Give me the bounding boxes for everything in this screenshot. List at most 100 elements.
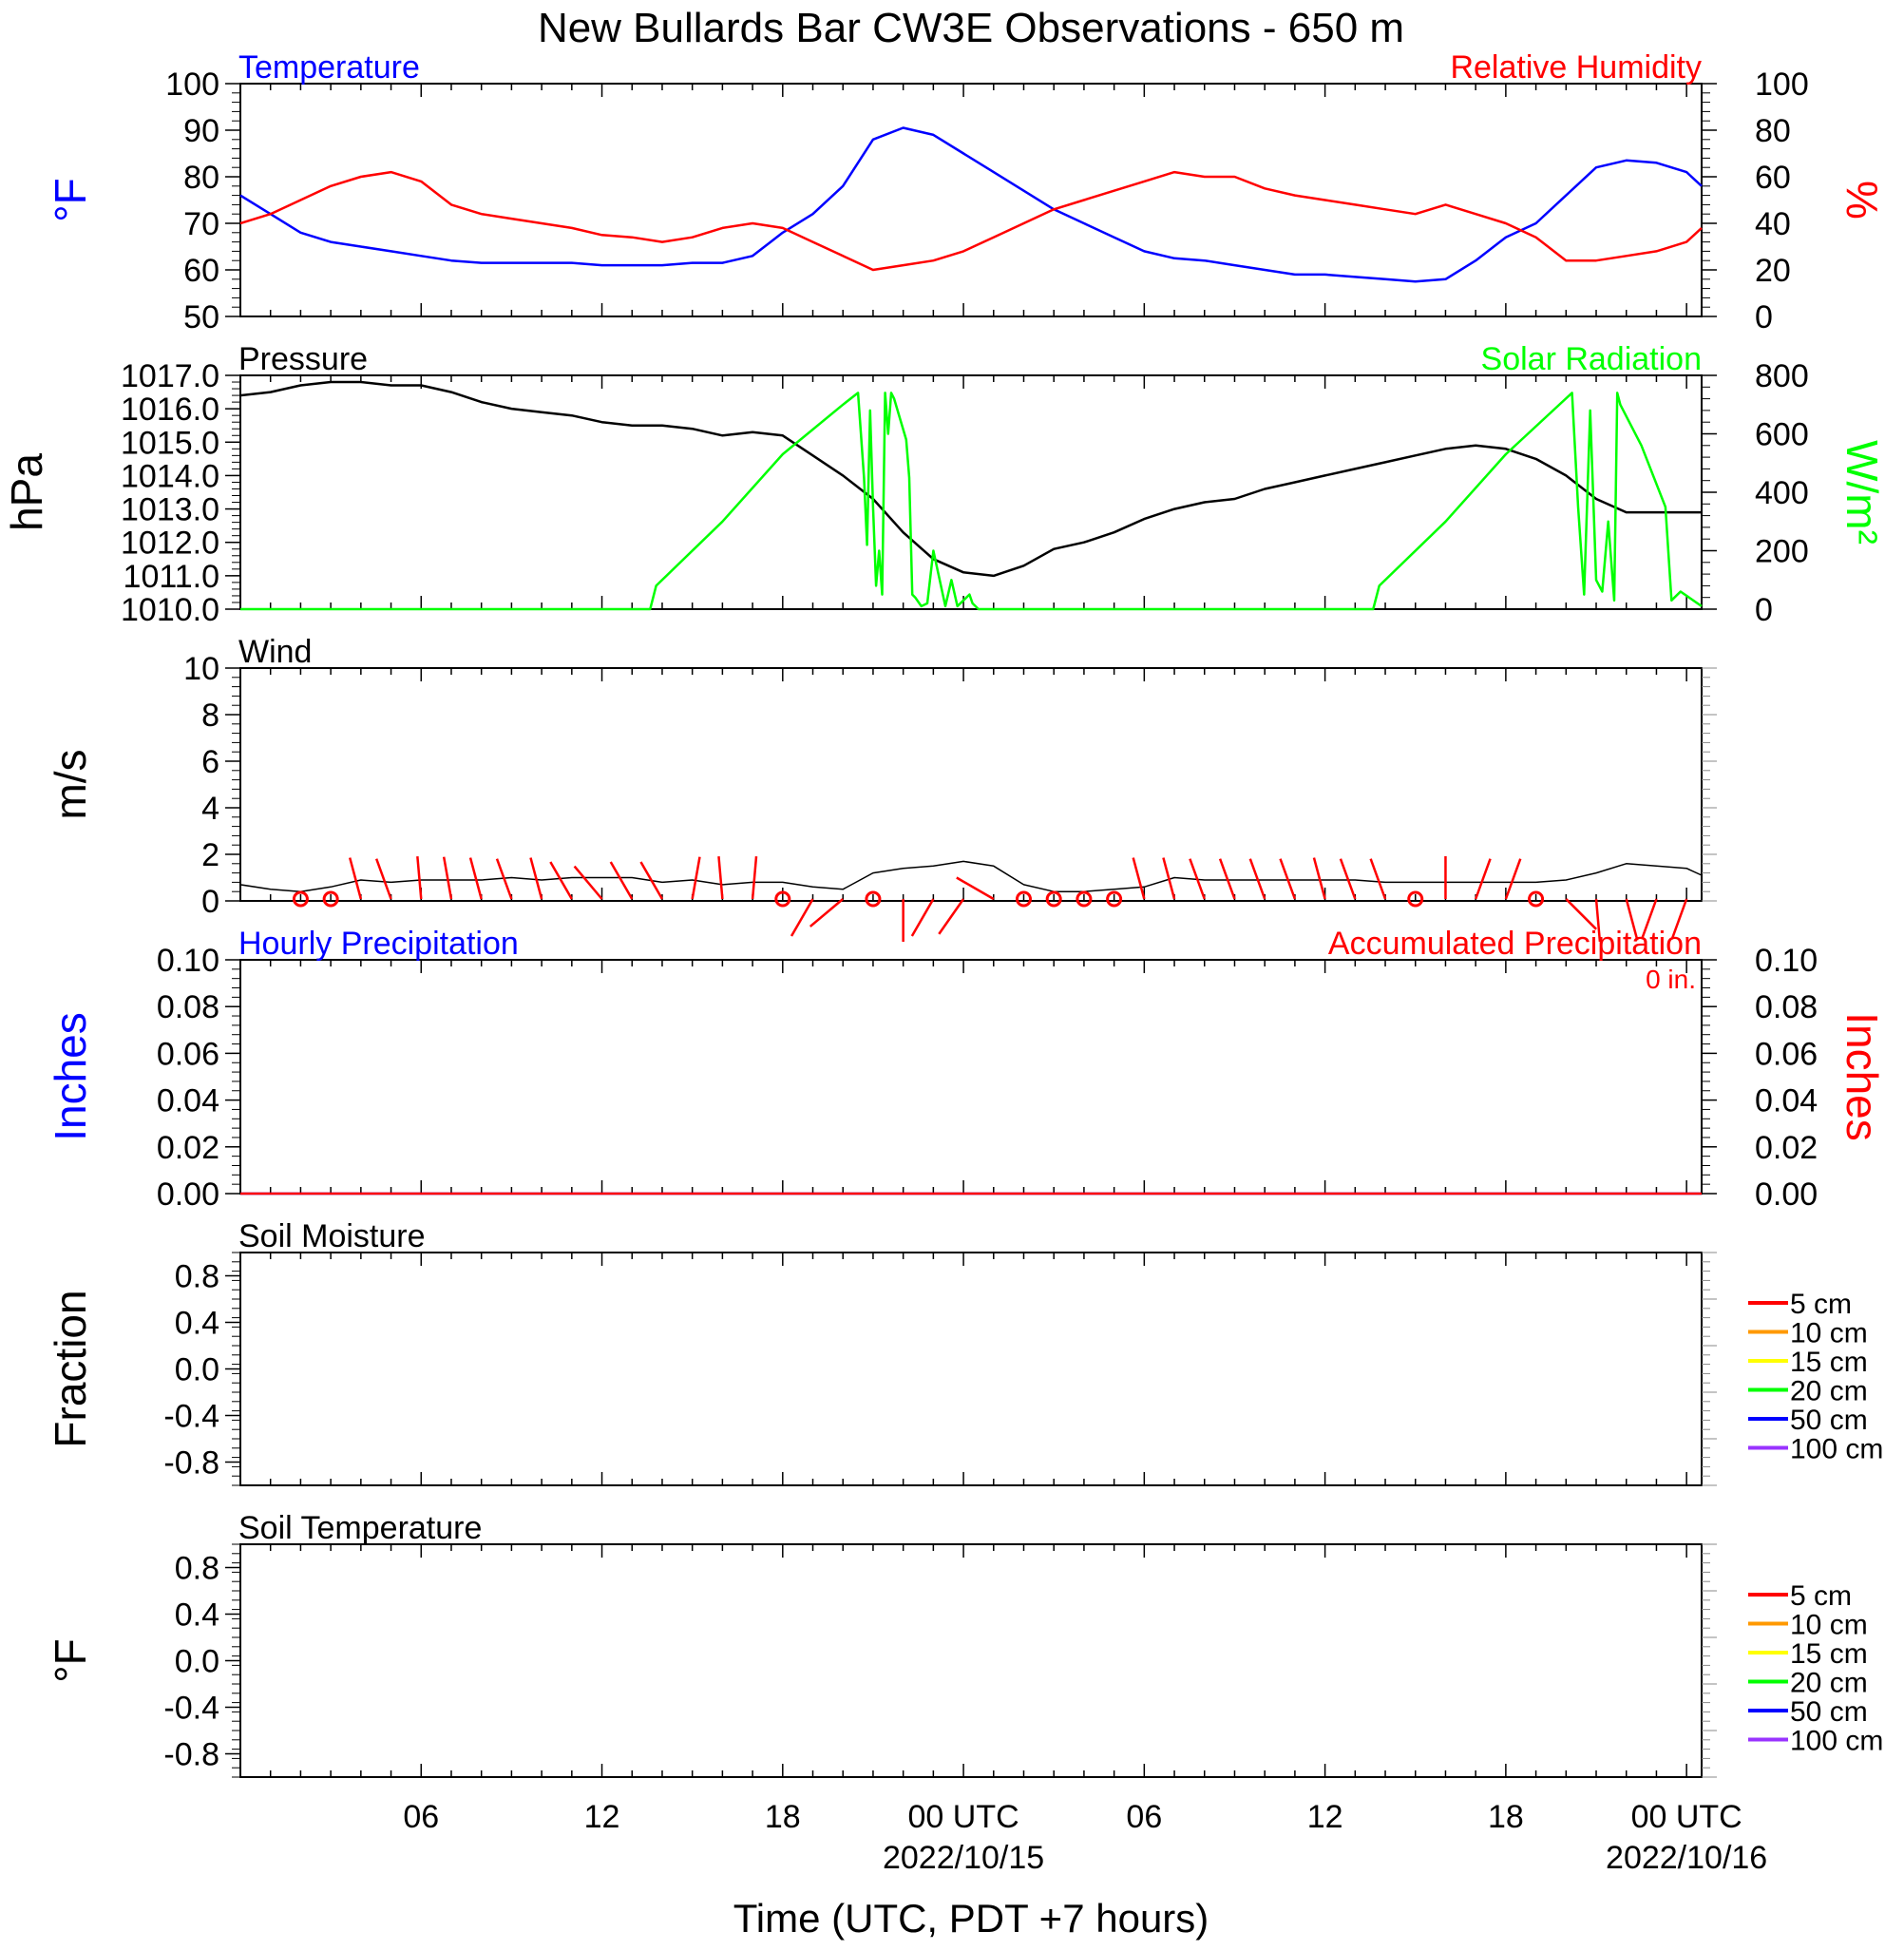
panel-left-title: Wind: [238, 634, 312, 670]
y-tick-label: 0.0: [175, 1352, 219, 1388]
y-right-tick-label: 0: [1755, 299, 1773, 335]
y-tick-label: 0.10: [157, 943, 219, 979]
y-right-tick-label: 100: [1755, 67, 1809, 103]
plot-frame: [239, 667, 1703, 902]
panel-left-title: Temperature: [238, 49, 420, 86]
wind-barb: [573, 865, 603, 900]
wind-barb: [1279, 858, 1297, 900]
wind-barb: [1640, 898, 1658, 940]
y-axis-label: °F: [46, 178, 95, 222]
wind-barb: [468, 857, 483, 900]
x-tick-label: 00 UTC: [908, 1799, 1019, 1835]
y-tick-label: -0.8: [163, 1445, 219, 1482]
y-tick-label: 0.8: [175, 1259, 219, 1295]
y-tick-label: 1014.0: [121, 458, 219, 494]
legend-label: 50 cm: [1790, 1405, 1868, 1436]
wind-barb: [529, 857, 543, 900]
wind-barb: [1670, 898, 1688, 940]
y-axis-label: °F: [46, 1638, 95, 1683]
y-right-tick-label: 0.06: [1755, 1036, 1818, 1072]
time-axis-labels: 06 12 18 00 UTC 2022/10/15 06 12 18 00 UTC 2022/1…: [403, 1799, 1767, 1876]
wind-barb: [809, 898, 845, 928]
y-tick-label: 1011.0: [124, 559, 219, 595]
calm-wind-marker: [1106, 890, 1123, 908]
wind-barb: [495, 858, 513, 900]
temperature-line: [239, 126, 1703, 283]
calm-wind-marker: [865, 890, 882, 908]
y-axis-label: Inches: [46, 1012, 95, 1141]
calm-wind-marker: [1015, 890, 1032, 908]
y-right-tick-label: 40: [1755, 206, 1791, 242]
y-tick-label: 1015.0: [121, 425, 219, 461]
figure-title: New Bullards Bar CW3E Observations - 650…: [538, 5, 1404, 51]
y-axis-label: m/s: [46, 749, 95, 819]
y-axis-right-label: %: [1837, 181, 1887, 220]
wind-barb: [1189, 858, 1206, 900]
x-tick-label: 18: [1488, 1799, 1524, 1835]
y-tick-label: 80: [183, 160, 219, 196]
y-axis-right-label: W/m²: [1837, 440, 1887, 545]
wind-barb: [416, 856, 423, 900]
wind-barb: [1565, 898, 1598, 930]
y-axis-label: hPa: [2, 453, 51, 531]
wind-barb: [1132, 857, 1146, 900]
y-tick-label: 0.04: [157, 1083, 219, 1119]
wind-barb: [1312, 857, 1326, 900]
wind-barb: [717, 856, 724, 900]
x-tick-date-label: 2022/10/15: [883, 1840, 1044, 1876]
y-tick-label: 0.00: [157, 1176, 219, 1213]
wind-barb: [751, 856, 758, 900]
wind-barb: [790, 898, 814, 937]
y-tick-label: 0.4: [175, 1306, 219, 1342]
x-tick-label: 12: [1307, 1799, 1343, 1835]
y-right-tick-label: 0.08: [1755, 989, 1818, 1025]
wind-barb: [609, 861, 634, 900]
wind-barb: [910, 898, 935, 937]
soil-moisture-panel: -0.8 -0.4 0.0 0.4 0.8 Soil Moisture Fraction 5 …: [46, 1218, 1883, 1486]
y-tick-label: 0: [201, 884, 219, 920]
y-tick-label: 60: [183, 253, 219, 289]
wind-panel: 0 2 4 6 8 10 Wind m/s: [46, 634, 1717, 942]
y-tick-label: 0.0: [175, 1644, 219, 1680]
y-tick-label: 1016.0: [121, 392, 219, 428]
panel-right-title: Relative Humidity: [1450, 49, 1702, 86]
legend-label: 20 cm: [1790, 1376, 1868, 1407]
y-tick-label: 6: [201, 744, 219, 780]
y-tick-label: 0.06: [157, 1036, 219, 1072]
precipitation-panel: 0.00 0.02 0.04 0.06 0.08 0.10 0.00 0.02 0.04 0.06…: [46, 926, 1887, 1213]
y-tick-label: 0.02: [157, 1130, 219, 1166]
y-axis-right-label: Inches: [1837, 1012, 1887, 1141]
y-tick-label: 10: [183, 651, 219, 687]
wind-barb: [1625, 898, 1639, 941]
y-tick-label: 1017.0: [121, 358, 219, 394]
legend-label: 50 cm: [1790, 1696, 1868, 1728]
wind-line: [239, 860, 1703, 892]
wind-barb: [374, 858, 392, 900]
x-tick-label: 06: [1126, 1799, 1162, 1835]
wind-barb: [956, 876, 995, 901]
y-right-tick-label: 0: [1755, 592, 1773, 628]
solar-radiation-line: [240, 392, 1703, 611]
panel-right-title: Solar Radiation: [1481, 341, 1702, 377]
panel-right-title: Accumulated Precipitation: [1328, 926, 1702, 962]
y-right-tick-label: 0.04: [1755, 1083, 1818, 1119]
wind-barb: [348, 857, 363, 900]
y-tick-label: -0.8: [163, 1737, 219, 1773]
wind-barb: [549, 861, 573, 900]
y-right-tick-label: 800: [1755, 358, 1809, 394]
legend-label: 10 cm: [1790, 1318, 1868, 1349]
wind-barb: [1162, 857, 1176, 900]
y-tick-label: 50: [183, 299, 219, 335]
x-tick-date-label: 2022/10/16: [1606, 1840, 1767, 1876]
legend-label: 20 cm: [1790, 1668, 1868, 1699]
y-right-tick-label: 80: [1755, 113, 1791, 149]
y-tick-label: 1010.0: [121, 592, 219, 628]
relative-humidity-line: [239, 170, 1703, 272]
y-tick-label: 1012.0: [121, 526, 219, 562]
panel-left-title: Soil Temperature: [238, 1510, 482, 1546]
pressure-solar-panel: 1010.01011.01012.01013.01014.01015.01016…: [2, 341, 1887, 628]
calm-wind-marker: [1407, 890, 1424, 908]
wind-barb: [1369, 858, 1387, 900]
